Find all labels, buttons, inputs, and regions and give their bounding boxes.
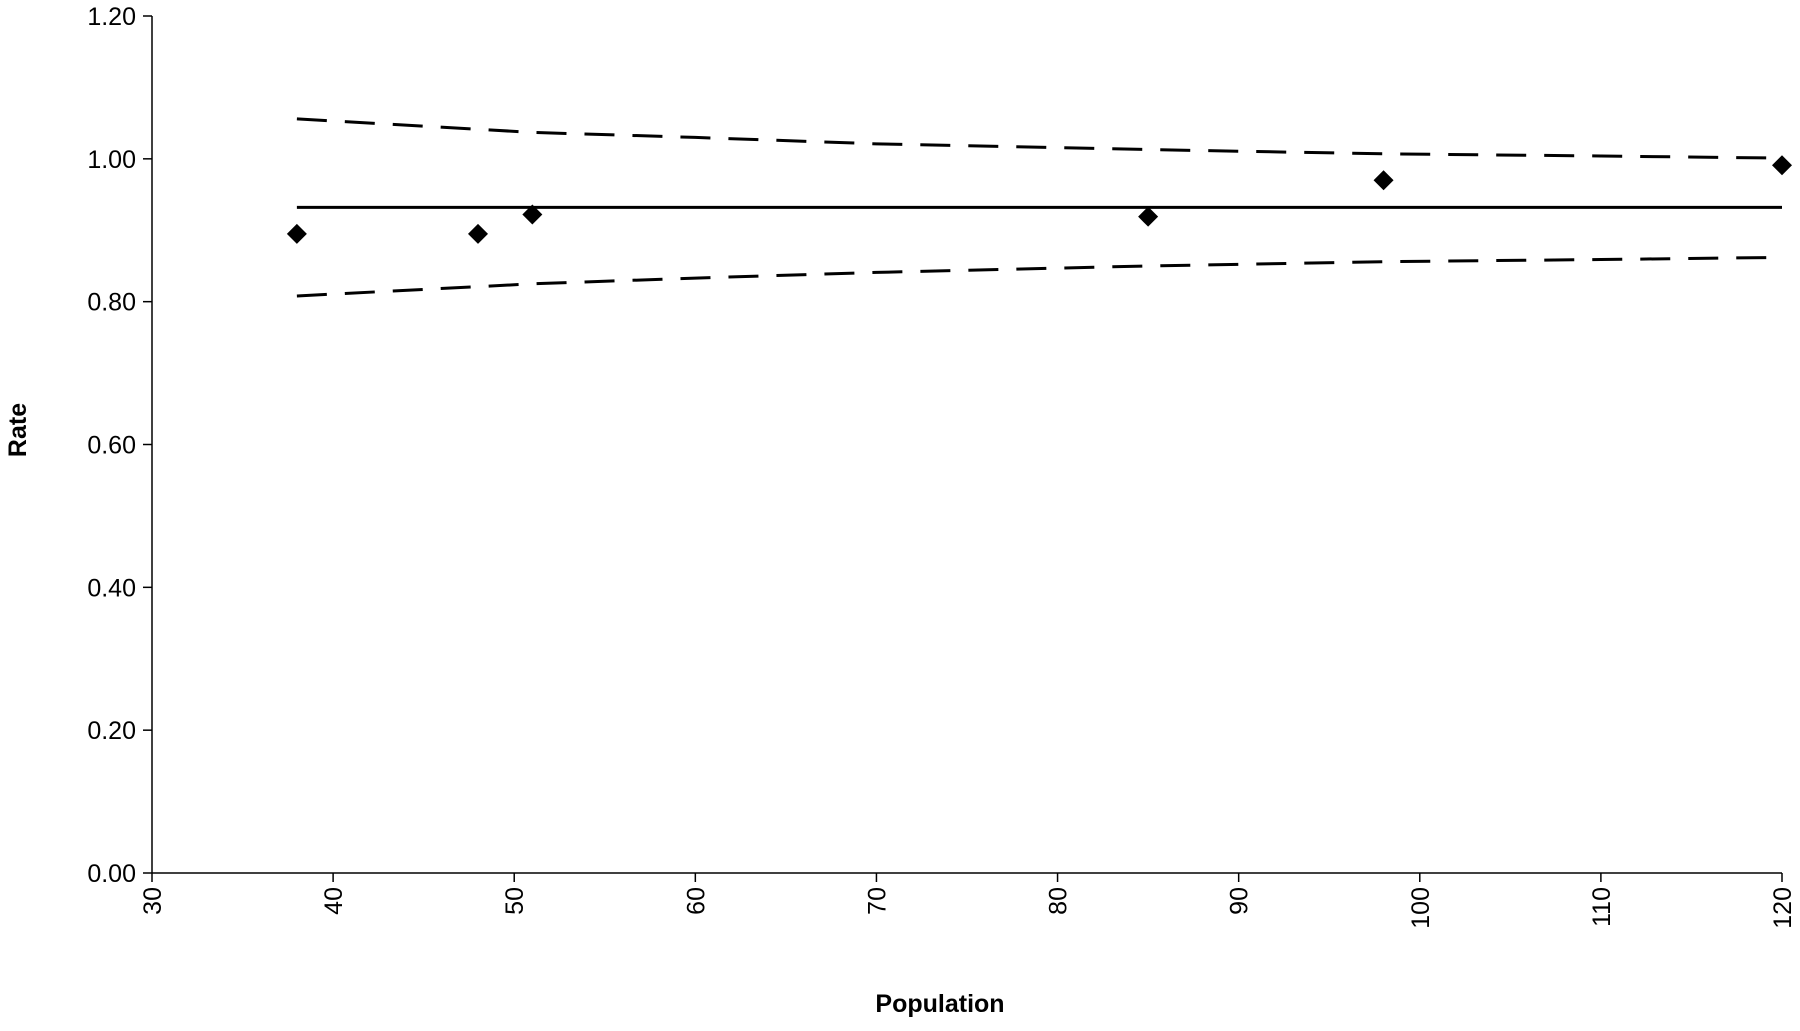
x-tick-label: 100 xyxy=(1407,887,1435,929)
y-tick-label: 0.40 xyxy=(87,574,136,602)
y-tick-label: 0.80 xyxy=(87,289,136,317)
x-tick-label: 120 xyxy=(1769,887,1797,929)
x-tick-label: 70 xyxy=(863,887,891,915)
series-layer xyxy=(286,117,1792,298)
y-tick-label: 1.00 xyxy=(87,146,136,174)
data-point-marker xyxy=(1138,206,1159,227)
control-limit-line xyxy=(296,255,1783,298)
y-axis-title: Rate xyxy=(4,403,32,457)
y-tick-label: 0.00 xyxy=(87,860,136,888)
y-tick-label: 1.20 xyxy=(87,3,136,31)
axes: 0.00 0.20 0.40 0.60 0.80 1.00 1.20 30 40 50 60 70 80… xyxy=(87,3,1797,929)
control-limit-line xyxy=(296,117,1783,160)
y-tick-label: 0.20 xyxy=(87,717,136,745)
data-point-marker xyxy=(286,223,307,244)
x-tick-label: 90 xyxy=(1226,887,1254,915)
data-point-marker xyxy=(1373,170,1394,191)
y-tick-label: 0.60 xyxy=(87,432,136,460)
data-point-marker xyxy=(1772,155,1792,176)
x-axis-title: Population xyxy=(875,990,1004,1018)
x-tick-label: 110 xyxy=(1588,887,1616,927)
x-tick-label: 40 xyxy=(320,887,348,915)
data-point-marker xyxy=(522,204,543,225)
x-tick-label: 80 xyxy=(1045,887,1073,915)
x-tick-label: 60 xyxy=(682,887,710,915)
x-tick-label: 30 xyxy=(139,887,167,915)
x-tick-label: 50 xyxy=(501,887,529,915)
data-point-marker xyxy=(468,223,488,244)
